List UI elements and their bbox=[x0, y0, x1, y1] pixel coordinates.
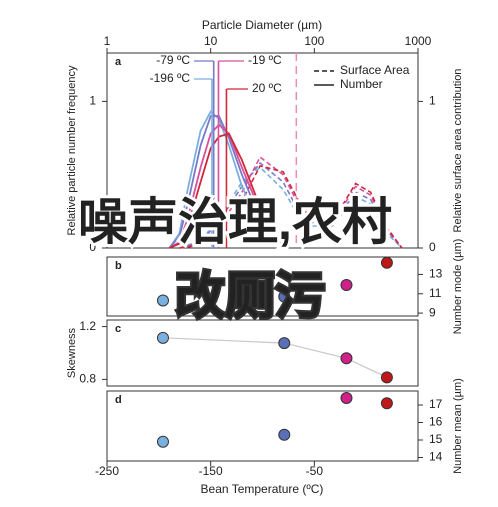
point bbox=[340, 392, 353, 404]
legend-label: Number bbox=[340, 77, 383, 91]
panel-letter: c bbox=[115, 323, 121, 335]
tick-label: 100 bbox=[304, 34, 324, 48]
bottom-axis-label: Bean Temperature (ºC) bbox=[201, 482, 324, 496]
axis-label: Relative particle number frequency bbox=[66, 65, 78, 235]
overlay-text: 改厕污 bbox=[175, 268, 325, 324]
point bbox=[278, 428, 291, 441]
panel-letter: d bbox=[115, 394, 122, 406]
axis-label: Number mean (µm) bbox=[452, 378, 464, 474]
tick-label: 9 bbox=[429, 305, 436, 319]
tick-label: 14 bbox=[429, 450, 443, 464]
tick-label: -50 bbox=[306, 464, 324, 478]
tick-label: 1 bbox=[429, 94, 436, 108]
number-line bbox=[168, 123, 284, 249]
panel-frame bbox=[106, 390, 419, 462]
overlay-text: 噪声治理,农村 bbox=[78, 194, 392, 250]
panel-frame bbox=[106, 256, 419, 317]
tick-label: 1 bbox=[104, 34, 111, 48]
tick-label: 0 bbox=[89, 240, 96, 254]
number-line bbox=[169, 132, 284, 249]
panel-frame bbox=[106, 52, 419, 249]
tick-label: 16 bbox=[429, 415, 443, 429]
tick-label: -250 bbox=[95, 464, 119, 478]
point bbox=[380, 371, 393, 384]
tick-label: 1 bbox=[89, 94, 96, 108]
point bbox=[340, 352, 353, 365]
panel-letter: a bbox=[115, 56, 122, 68]
point bbox=[278, 337, 291, 350]
tick-label: 1.2 bbox=[79, 319, 96, 333]
point bbox=[156, 331, 169, 344]
point bbox=[340, 279, 353, 292]
fit-line bbox=[162, 337, 388, 378]
series-label: 20 ºC bbox=[252, 81, 282, 95]
axis-label: Relative surface area contribution bbox=[452, 69, 464, 233]
tick-label: 11 bbox=[429, 286, 442, 300]
point bbox=[380, 397, 393, 410]
point bbox=[156, 294, 169, 307]
tick-label: 0.8 bbox=[79, 372, 96, 386]
top-axis-label: Particle Diameter (µm) bbox=[202, 18, 322, 32]
surface-line bbox=[179, 155, 403, 249]
tick-label: -150 bbox=[199, 464, 223, 478]
panel-frame bbox=[106, 319, 419, 387]
tick-label: 15 bbox=[429, 432, 443, 446]
tick-label: 17 bbox=[429, 397, 443, 411]
surface-line bbox=[179, 166, 403, 249]
axis-label: Skewness bbox=[66, 327, 78, 378]
series-label: -19 ºC bbox=[248, 53, 282, 67]
series-label: -196 ºC bbox=[150, 71, 191, 85]
axis-label: Number mode (µm) bbox=[452, 239, 464, 335]
legend-label: Surface Area bbox=[340, 63, 410, 77]
surface-line bbox=[179, 161, 403, 249]
number-line bbox=[168, 115, 284, 249]
tick-label: 13 bbox=[429, 267, 443, 281]
point bbox=[380, 256, 393, 269]
panel-letter: b bbox=[115, 260, 122, 272]
tick-label: 1000 bbox=[405, 34, 432, 48]
tick-label: 10 bbox=[204, 34, 218, 48]
point bbox=[278, 290, 291, 303]
point bbox=[156, 435, 169, 448]
series-label: -79 ºC bbox=[156, 53, 190, 67]
surface-line bbox=[179, 164, 403, 249]
tick-label: 0 bbox=[429, 240, 436, 254]
